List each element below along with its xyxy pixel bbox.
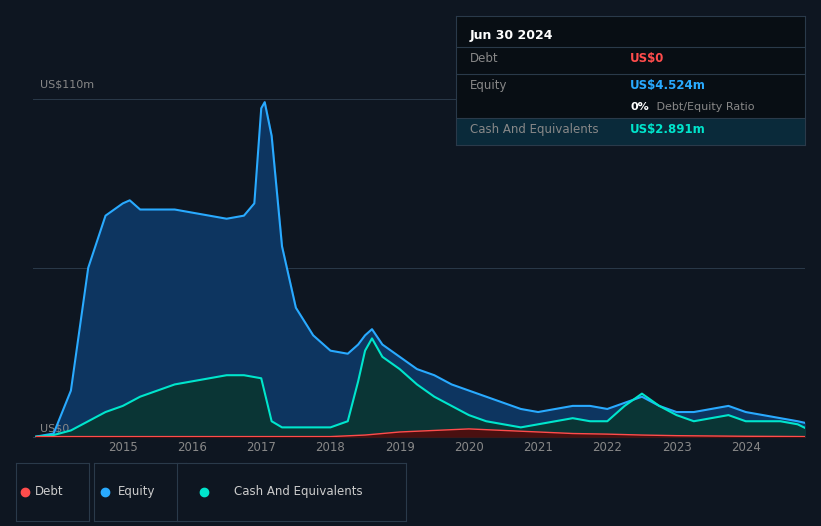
Text: US$0: US$0 xyxy=(631,52,664,65)
Text: US$4.524m: US$4.524m xyxy=(631,79,706,92)
Text: 0%: 0% xyxy=(631,102,649,112)
Text: Debt/Equity Ratio: Debt/Equity Ratio xyxy=(653,102,754,112)
Text: US$110m: US$110m xyxy=(39,80,94,90)
Text: Equity: Equity xyxy=(117,485,155,498)
Text: US$2.891m: US$2.891m xyxy=(631,123,706,136)
FancyBboxPatch shape xyxy=(456,118,805,145)
Text: Equity: Equity xyxy=(470,79,507,92)
Text: Jun 30 2024: Jun 30 2024 xyxy=(470,29,553,42)
Text: US$0: US$0 xyxy=(39,423,69,433)
Text: Debt: Debt xyxy=(34,485,63,498)
Text: Cash And Equivalents: Cash And Equivalents xyxy=(470,123,599,136)
Text: Debt: Debt xyxy=(470,52,498,65)
Text: Cash And Equivalents: Cash And Equivalents xyxy=(234,485,363,498)
